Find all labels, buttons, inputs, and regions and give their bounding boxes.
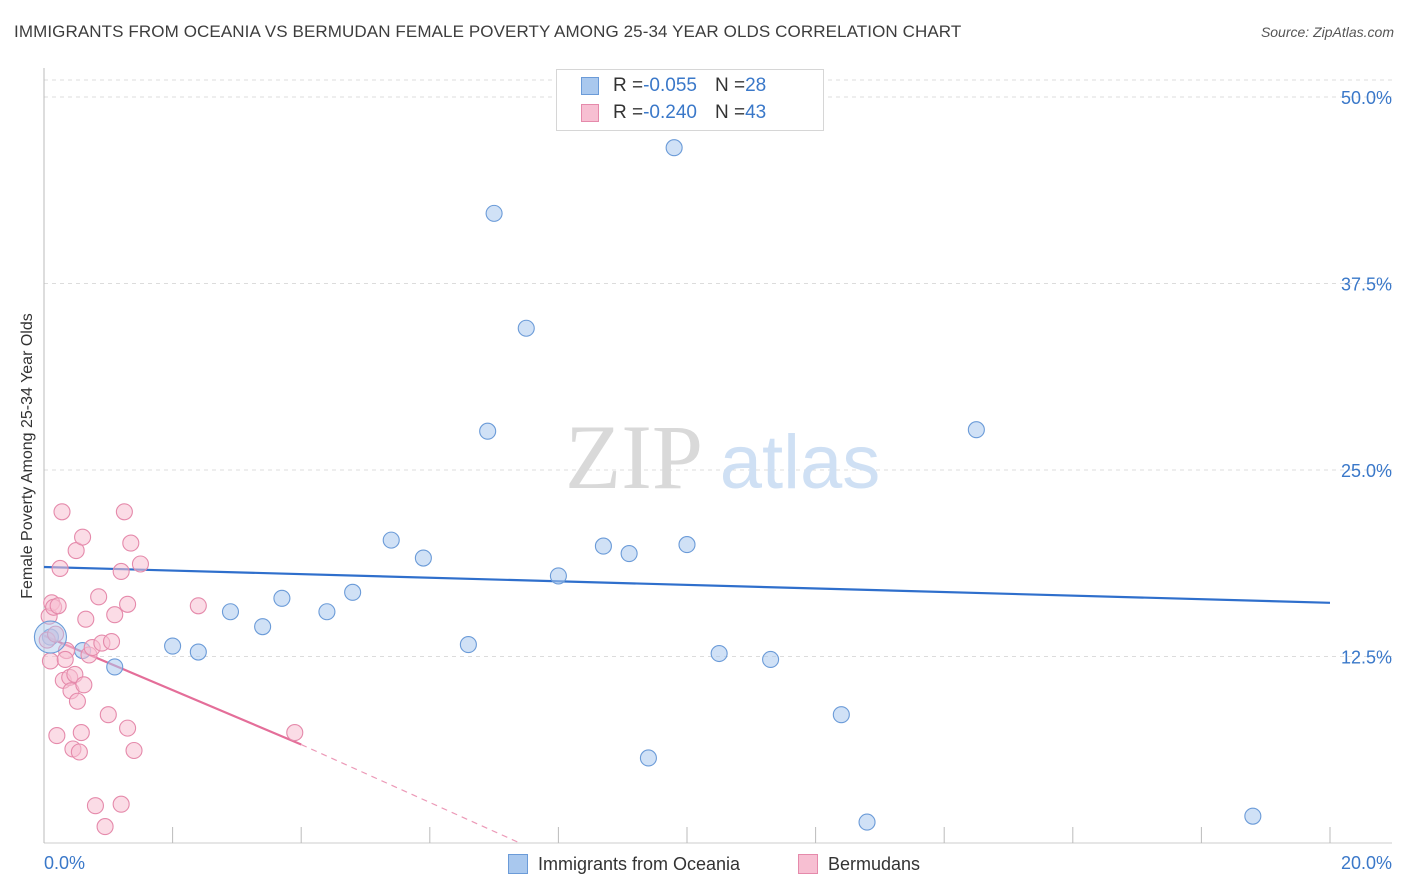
point-oceania: [762, 650, 780, 669]
point-bermudans: [68, 692, 86, 710]
point-bermudans: [99, 706, 117, 724]
legend-stats-row-bermudans: R = -0.240 N = 43: [581, 101, 766, 125]
point-oceania: [967, 421, 985, 439]
x-tick-label-max: 20.0%: [1341, 853, 1392, 873]
point-oceania: [710, 644, 728, 663]
point-bermudans: [47, 625, 65, 643]
point-bermudans: [102, 633, 121, 651]
point-oceania: [479, 422, 497, 440]
point-bermudans: [115, 503, 133, 521]
tick-label-layer: 12.5% 25.0% 37.5% 50.0% 0.0% 20.0%: [44, 88, 1392, 873]
watermark: ZIP atlas: [565, 406, 880, 508]
legend-label-oceania: Immigrants from Oceania: [538, 853, 741, 874]
point-layer: [33, 139, 1262, 836]
watermark-zip: ZIP: [565, 406, 703, 508]
x-tick-label-min: 0.0%: [44, 853, 85, 873]
axis-layer: [43, 68, 1392, 844]
point-bermudans: [53, 503, 71, 521]
point-bermudans: [75, 676, 93, 694]
point-bermudans: [77, 610, 95, 628]
point-bermudans: [41, 652, 59, 670]
point-bermudans: [106, 606, 124, 624]
y-tick-label: 50.0%: [1341, 88, 1392, 108]
point-bermudans: [56, 650, 74, 669]
legend-n-label: N =: [714, 102, 746, 123]
legend-label-bermudans: Bermudans: [828, 853, 921, 874]
y-tick-label: 25.0%: [1341, 461, 1392, 481]
legend-item-oceania: Immigrants from Oceania: [508, 852, 740, 876]
point-bermudans: [189, 597, 207, 615]
chart-source: Source: ZipAtlas.com: [1260, 24, 1394, 40]
trend-line-bermudans-extrapolated: [300, 743, 521, 844]
point-bermudans: [125, 741, 143, 760]
point-oceania: [832, 706, 850, 724]
point-bermudans: [74, 528, 92, 546]
point-bermudans: [131, 555, 149, 573]
legend-stats-row-oceania: R = -0.055 N = 28: [581, 74, 766, 98]
point-oceania: [594, 537, 612, 555]
legend-r-value: -0.240: [643, 102, 697, 123]
point-bermudans: [51, 559, 69, 578]
point-oceania: [382, 531, 400, 549]
point-bermudans: [96, 818, 114, 836]
point-oceania: [485, 204, 503, 222]
legend-r-label: R =: [613, 102, 644, 123]
legend-bottom-swatch-bermudans: [798, 854, 818, 874]
point-bermudans: [112, 562, 130, 581]
point-bermudans: [119, 719, 137, 737]
legend-bottom-swatch-oceania: [508, 854, 528, 874]
point-oceania: [414, 549, 432, 567]
point-oceania-cluster: [33, 620, 67, 654]
point-bermudans: [48, 727, 66, 745]
chart-title: IMMIGRANTS FROM OCEANIA VS BERMUDAN FEMA…: [14, 22, 962, 41]
legend-r-value: -0.055: [643, 75, 697, 96]
point-oceania: [273, 589, 291, 607]
legend-n-label: N =: [714, 75, 746, 96]
y-tick-label: 37.5%: [1341, 275, 1392, 295]
legend-n-value: 28: [745, 75, 767, 96]
legend-n-value: 43: [745, 102, 767, 123]
legend-stats: R = -0.055 N = 28 R = -0.240 N = 43: [556, 69, 824, 131]
point-oceania: [164, 637, 182, 655]
point-bermudans: [119, 595, 137, 613]
legend-item-bermudans: Bermudans: [798, 852, 920, 876]
point-bermudans: [112, 795, 130, 813]
legend-swatch-oceania: [581, 77, 599, 95]
point-oceania: [254, 618, 272, 636]
point-oceania: [459, 636, 477, 654]
legend-r-label: R =: [613, 75, 644, 96]
point-bermudans: [49, 597, 67, 615]
point-bermudans: [70, 743, 88, 761]
point-oceania: [639, 749, 657, 767]
point-oceania: [318, 603, 336, 621]
point-bermudans: [122, 534, 140, 552]
point-oceania: [858, 813, 876, 831]
point-oceania: [189, 643, 207, 661]
point-oceania: [549, 567, 567, 585]
point-oceania: [678, 536, 696, 554]
watermark-atlas: atlas: [720, 420, 881, 505]
point-oceania: [517, 319, 535, 337]
y-tick-label: 12.5%: [1341, 648, 1392, 668]
legend-swatch-bermudans: [581, 104, 599, 122]
trend-line-oceania: [43, 565, 1331, 604]
point-oceania: [106, 658, 124, 676]
point-oceania: [1244, 807, 1262, 825]
point-bermudans: [72, 724, 90, 742]
point-oceania: [344, 583, 362, 601]
grid-layer: [44, 79, 1392, 657]
point-bermudans: [86, 797, 104, 815]
point-bermudans: [90, 588, 108, 606]
point-oceania: [665, 139, 683, 157]
point-bermudans: [286, 724, 304, 742]
point-oceania: [620, 545, 638, 563]
point-oceania: [221, 603, 240, 621]
